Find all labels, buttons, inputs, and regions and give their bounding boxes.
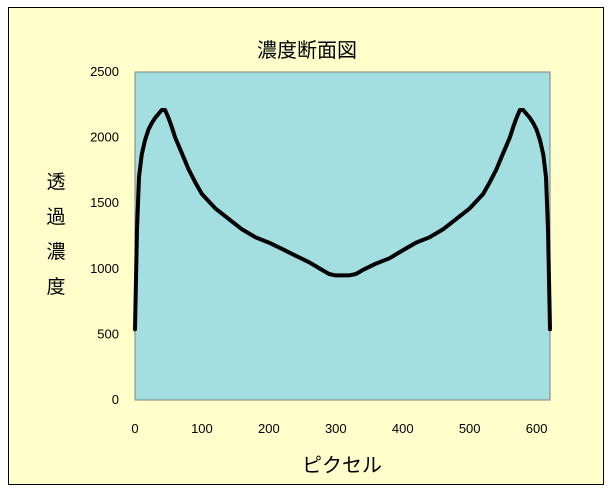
x-tick-label: 400 (392, 421, 414, 436)
y-tick-label: 2000 (90, 130, 119, 145)
y-axis-label: 透 過 濃 度 (46, 171, 65, 298)
y-tick-label: 0 (112, 392, 119, 407)
x-tick-label: 500 (459, 421, 481, 436)
x-tick-label: 600 (526, 421, 548, 436)
x-tick-label: 0 (131, 421, 138, 436)
y-tick-label: 500 (97, 326, 119, 341)
y-axis-label-char: 濃 (46, 241, 65, 263)
y-tick-label: 2500 (90, 64, 119, 79)
density-profile-line (133, 108, 552, 332)
y-axis-label-char: 度 (46, 276, 65, 298)
x-axis-label: ピクセル (302, 453, 382, 477)
x-tick-label: 300 (325, 421, 347, 436)
x-tick-label: 200 (258, 421, 280, 436)
y-axis-label-char: 透 (46, 171, 65, 193)
y-tick-label: 1000 (90, 261, 119, 276)
chart-title: 濃度断面図 (257, 38, 357, 62)
plot-area (134, 71, 551, 401)
y-axis-ticks: 0 500 1000 1500 2000 2500 (90, 64, 119, 407)
x-axis-ticks: 0 100 200 300 400 500 600 (131, 421, 547, 436)
y-tick-label: 1500 (90, 195, 119, 210)
x-tick-label: 100 (191, 421, 213, 436)
y-axis-label-char: 過 (46, 206, 65, 228)
